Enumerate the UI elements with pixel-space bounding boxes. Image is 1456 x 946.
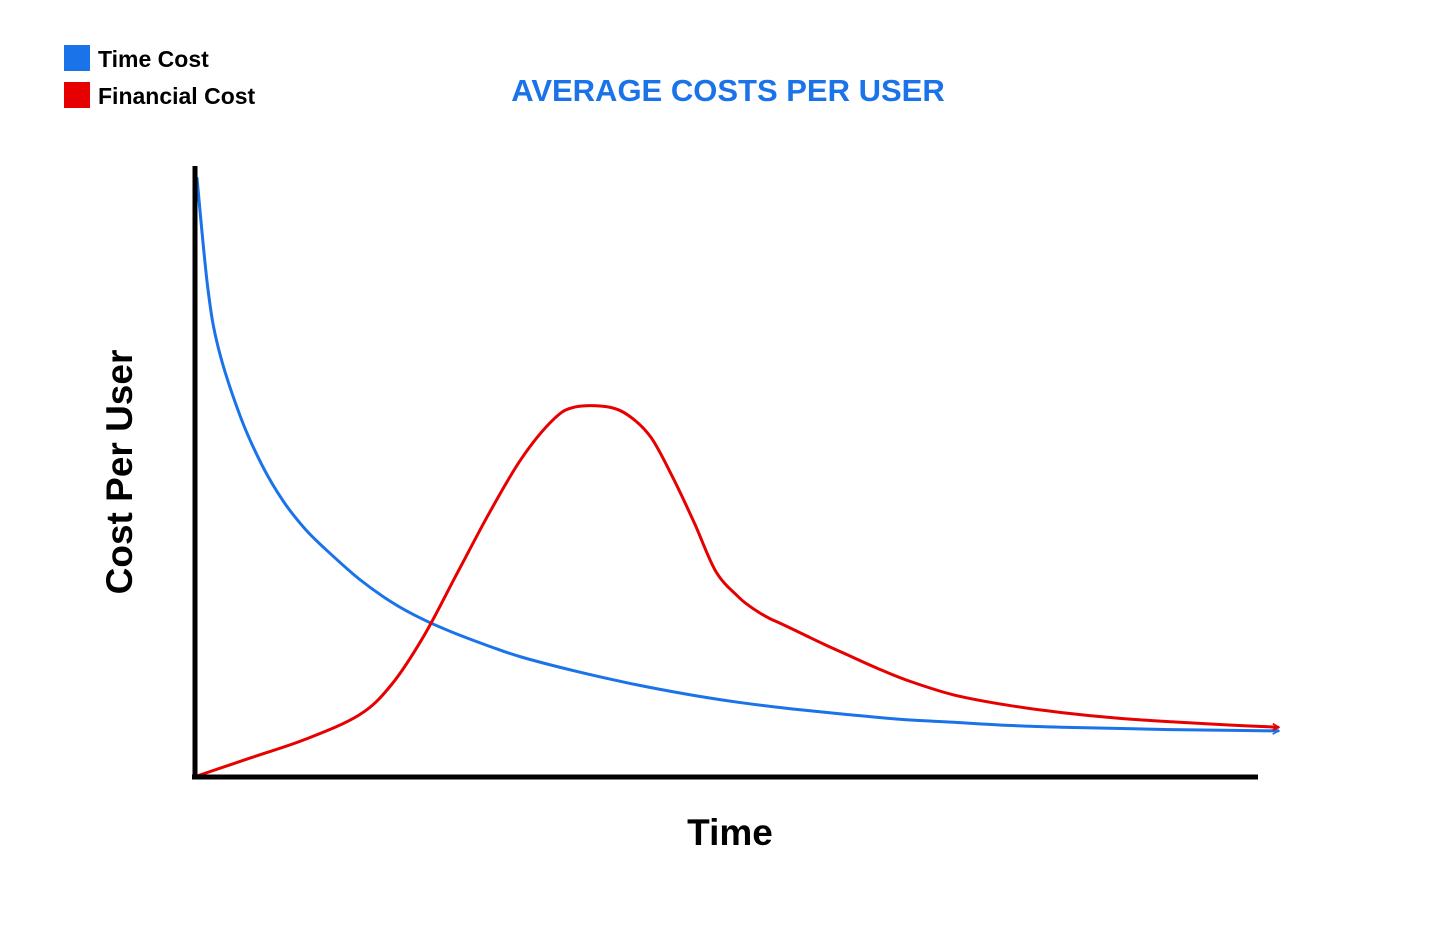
y-axis-label: Cost Per User <box>99 350 140 595</box>
legend-label-time-cost: Time Cost <box>98 46 209 72</box>
legend-swatch-financial-cost <box>64 82 90 108</box>
legend-item-financial-cost: Financial Cost <box>64 82 256 109</box>
series-line-financial-cost <box>195 404 1278 778</box>
legend-item-time-cost: Time Cost <box>64 45 209 72</box>
legend: Time Cost Financial Cost <box>64 45 256 109</box>
legend-label-financial-cost: Financial Cost <box>98 83 256 109</box>
series-line-time-cost <box>195 176 1278 731</box>
x-axis-label: Time <box>687 812 773 853</box>
legend-swatch-time-cost <box>64 45 90 71</box>
chart-title: AVERAGE COSTS PER USER <box>511 73 945 108</box>
